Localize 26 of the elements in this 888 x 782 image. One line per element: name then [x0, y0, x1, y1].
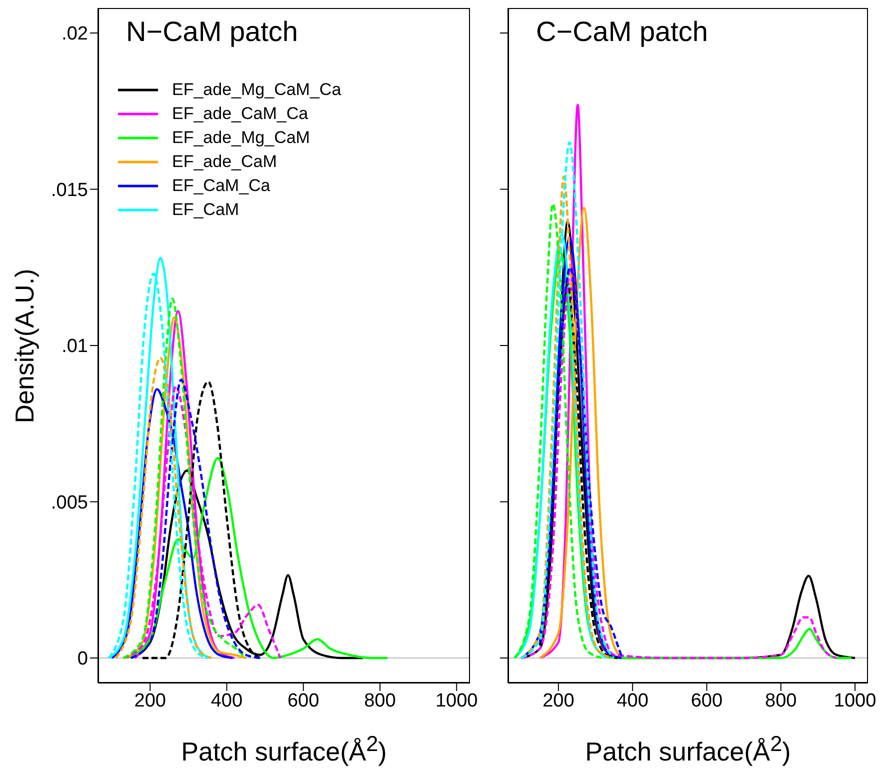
- x-tick-label: 600: [287, 690, 320, 712]
- x-tick-label: 600: [690, 690, 723, 712]
- x-tick-label: 800: [765, 690, 797, 712]
- x-tick-label: 1000: [834, 690, 876, 712]
- x-tick-label: 400: [210, 690, 243, 712]
- chart-title: C−CaM patch: [536, 16, 708, 48]
- y-tick-label: .02: [62, 24, 88, 45]
- y-tick-label: 0: [77, 648, 88, 670]
- legend-label: EF_ade_CaM: [172, 152, 277, 172]
- legend-label: EF_ade_Mg_CaM: [172, 128, 310, 148]
- chart-title: N−CaM patch: [126, 16, 298, 48]
- legend-label: EF_CaM: [172, 200, 240, 220]
- x-tick-label: 400: [616, 690, 648, 712]
- x-axis-title: Patch surface(Å$^{2}$): [584, 731, 792, 768]
- y-tick-label: .005: [51, 492, 88, 514]
- x-tick-label: 800: [364, 690, 396, 712]
- legend-label: EF_ade_Mg_CaM_Ca: [172, 80, 342, 100]
- x-tick-label: 200: [134, 690, 166, 712]
- legend-label: EF_ade_CaM_Ca: [172, 104, 308, 124]
- y-axis-title: Density(A.U.): [10, 268, 40, 423]
- x-tick-label: 200: [542, 690, 574, 712]
- legend-label: EF_CaM_Ca: [172, 176, 270, 196]
- y-tick-label: .01: [62, 336, 88, 358]
- y-tick-label: .015: [51, 180, 88, 201]
- x-axis-title: Patch surface(Å$^{2}$): [180, 731, 388, 768]
- x-tick-label: 1000: [435, 690, 478, 712]
